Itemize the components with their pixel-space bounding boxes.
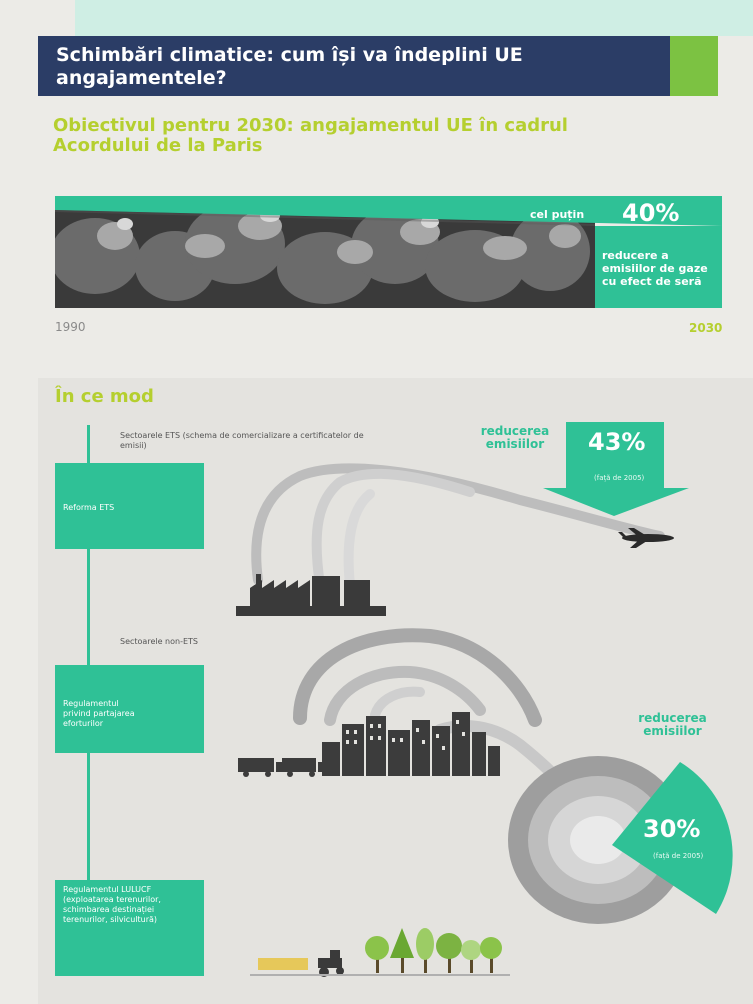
emissions-band xyxy=(55,196,722,308)
truck-icon xyxy=(238,758,326,777)
goal-prefix: cel puțin xyxy=(530,208,585,221)
ets-sector-label: Sectoarele ETS (schema de comercializare… xyxy=(120,431,364,450)
goal-description: reducere a emisiilor de gaze cu efect de… xyxy=(602,249,708,288)
tree-icon xyxy=(365,928,502,973)
window-grid xyxy=(346,720,465,750)
non-ets-reduction-value: 30% xyxy=(643,815,701,843)
field-icon xyxy=(258,958,308,970)
effort-sharing-label: Regulamentul privind partajarea eforturi… xyxy=(63,699,135,728)
timeline-line xyxy=(87,425,90,895)
year-end: 2030 xyxy=(689,321,723,335)
pie-wedge xyxy=(612,762,733,914)
top-strip xyxy=(75,0,753,36)
ets-reform-label: Reforma ETS xyxy=(63,503,115,512)
ets-reduction-note: (față de 2005) xyxy=(594,474,645,482)
goal-value: 40% xyxy=(622,199,680,227)
ground-line xyxy=(250,974,510,976)
objective-title: Obiectivul pentru 2030: angajamentul UE … xyxy=(53,115,568,156)
smoke-clouds-icon xyxy=(55,196,722,308)
non-ets-reduction-label: reducerea emisiilor xyxy=(638,711,707,738)
globe-icon xyxy=(508,756,688,924)
header-accent xyxy=(670,36,718,96)
lulucf-box: Regulamentul LULUCF (exploatarea terenur… xyxy=(55,880,204,976)
airplane-icon xyxy=(618,528,674,548)
ets-reduction-label: reducerea emisiilor xyxy=(480,424,550,451)
non-ets-sector-label: Sectoarele non-ETS xyxy=(120,637,198,646)
effort-sharing-box: Regulamentul privind partajarea eforturi… xyxy=(55,665,204,753)
smoke-trails xyxy=(251,463,665,590)
tractor-icon xyxy=(318,950,344,977)
city-icon xyxy=(322,712,500,776)
factory-icon xyxy=(236,574,386,616)
lulucf-label: Regulamentul LULUCF (exploatarea terenur… xyxy=(63,885,161,924)
ets-reform-box: Reforma ETS xyxy=(55,463,204,549)
ets-reduction-value: 43% xyxy=(588,428,646,456)
year-start: 1990 xyxy=(55,320,86,334)
non-ets-reduction-note: (față de 2005) xyxy=(653,852,704,860)
header-bar: Schimbări climatice: cum își va îndeplin… xyxy=(38,36,670,96)
how-title: În ce mod xyxy=(55,386,154,407)
page-title: Schimbări climatice: cum își va îndeplin… xyxy=(56,44,523,89)
